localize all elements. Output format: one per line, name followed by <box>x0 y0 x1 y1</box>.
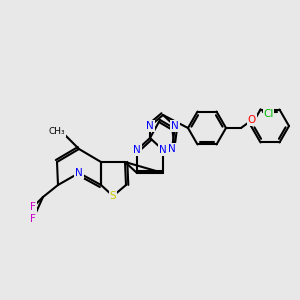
Text: S: S <box>110 191 116 201</box>
Text: F: F <box>30 214 36 224</box>
Text: F: F <box>30 202 36 212</box>
Text: CH₃: CH₃ <box>49 128 65 136</box>
Text: N: N <box>146 121 154 131</box>
Text: N: N <box>75 168 83 178</box>
Text: O: O <box>248 115 256 125</box>
Text: N: N <box>168 144 176 154</box>
Text: Cl: Cl <box>263 109 274 118</box>
Text: N: N <box>133 145 141 155</box>
Text: N: N <box>159 145 167 155</box>
Text: N: N <box>171 121 179 131</box>
